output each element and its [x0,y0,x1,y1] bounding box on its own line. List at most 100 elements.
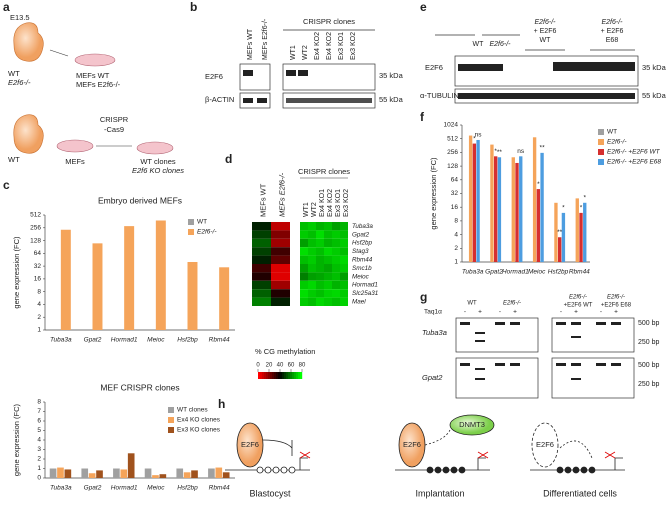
legend-swatch [168,407,174,413]
y-tick-label: 6 [37,418,41,425]
heatmap-cell [252,230,271,239]
heatmap-cell [271,272,290,281]
label: - [600,309,602,316]
x-tick-label: Hormad1 [111,485,138,492]
heatmap-cell [308,238,316,248]
annotation: * [583,195,586,202]
label: E13.5 [10,13,30,22]
heatmap-cell [252,264,271,273]
legend-label: WT [607,129,617,136]
colorbar [276,372,279,379]
row-label: Rbm44 [352,256,373,263]
heatmap-cell [271,280,290,290]
row-label: Stag3 [352,248,369,255]
x-tick-label: Rbm44 [569,269,590,276]
colorbar [264,372,267,379]
legend-swatch [168,427,174,433]
label: MEFs E2f6-/- [262,18,269,60]
heatmap-cell [271,289,290,298]
label: + E2F6 [534,28,557,35]
bar [536,189,541,262]
colorbar [260,372,263,379]
bar [476,139,480,262]
annotation: * [562,205,565,212]
heatmap-cell [300,297,308,306]
heatmap-cell [316,247,324,256]
x-tick-label: Tuba3a [462,269,484,276]
y-tick-label: 16 [451,204,459,211]
heatmap-cell [340,272,348,281]
label: 250 bp [638,381,660,388]
legend-label: E2f6-/- +E2F6 WT [607,149,661,156]
x-tick-label: Rbm44 [209,337,230,344]
x-tick-label: Rbm44 [209,485,230,492]
bar [561,212,566,262]
heatmap-cell [308,297,316,306]
label: E2F6 [425,63,443,72]
bar [490,144,494,262]
label: -Cas9 [104,125,124,134]
y-tick-label: 8 [454,218,458,225]
colorbar [286,372,289,379]
heatmap-cell [300,247,308,256]
y-tick-label: 2 [37,314,41,321]
column-label: Ex4 KO2 [327,189,334,217]
legend-label: WT [197,219,207,226]
label: WT2 [302,45,309,60]
heatmap-cell [271,222,290,231]
bar [64,469,72,478]
label: E2f6-/- [503,301,521,307]
bar [187,261,198,330]
annotation: * [473,135,476,142]
bar [472,143,477,262]
panel-label: b [190,0,197,14]
row-label: Slc25a31 [352,290,378,297]
bar [57,467,64,478]
annotation: * [537,181,540,188]
y-tick-label: 4 [37,301,41,308]
colorbar [274,372,277,379]
bar [88,473,96,478]
x-tick-label: Hsf2bp [177,485,198,492]
heatmap-cell [316,264,324,273]
heatmap-cell [308,247,316,256]
label: 55 kDa [379,95,404,104]
heatmap-cell [300,255,308,264]
heatmap-cell [340,238,348,248]
bar [208,468,215,478]
annotation: ns [475,132,483,139]
label: Differentiated cells [543,488,617,498]
colorbar [258,372,261,379]
x-tick-label: Tuba3a [50,485,72,492]
panel-label: c [3,178,10,192]
row-label: Hsf2bp [352,240,372,247]
y-tick-label: 512 [447,135,458,142]
heatmap-cell [316,272,324,281]
colorbar [288,372,291,379]
bar [519,156,523,262]
bar [152,475,159,478]
bands [243,62,635,380]
heatmap-cell [324,238,332,248]
bar [215,467,223,478]
panel-label: f [420,110,425,124]
heatmap-cell [308,255,316,264]
label: E2F6 [205,72,223,81]
heatmap-cell [252,280,271,290]
row-label: Hormad1 [352,282,378,289]
heatmap-cell [252,247,271,256]
group-label: CRISPR clones [298,167,350,176]
heatmap-cell [324,222,332,231]
x-tick-label: Hsf2bp [177,337,198,344]
label: Ex4 KO2 [326,32,333,60]
legend-label: E2f6-/- [607,139,627,146]
label: E2f6 KO clones [132,166,184,175]
x-tick-label: Hormad1 [111,337,138,344]
y-tick-label: 256 [30,224,41,231]
heatmap-cell [308,272,316,281]
heatmap-cell [271,230,290,239]
bar [49,468,57,478]
row-label: Tuba3a [352,223,373,230]
heatmap-cell [324,297,332,306]
heatmap-cell [324,247,332,256]
